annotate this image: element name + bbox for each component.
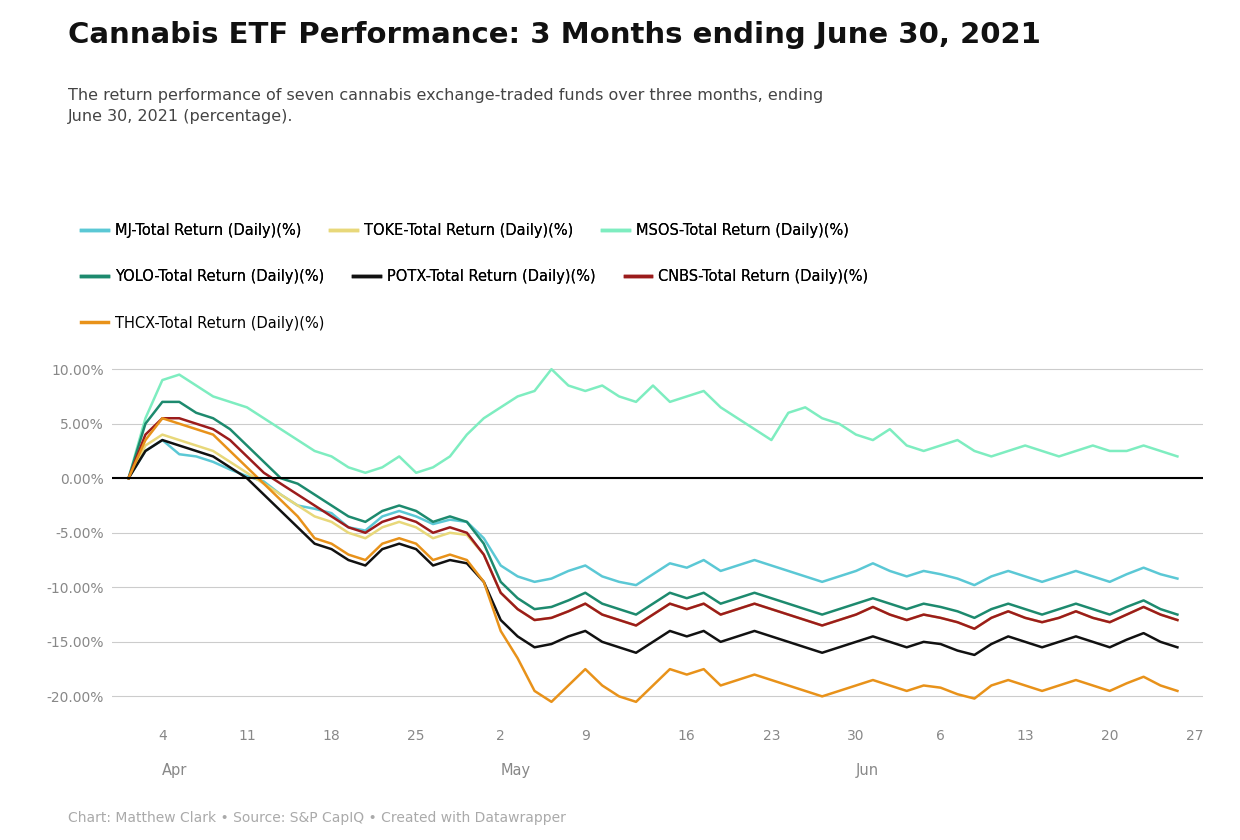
Text: Chart: Matthew Clark • Source: S&P CapIQ • Created with Datawrapper: Chart: Matthew Clark • Source: S&P CapIQ… [68,811,567,825]
Text: Apr: Apr [162,763,187,778]
Text: The return performance of seven cannabis exchange-traded funds over three months: The return performance of seven cannabis… [68,88,823,124]
Legend: MJ-Total Return (Daily)(%), TOKE-Total Return (Daily)(%), MSOS-Total Return (Dai: MJ-Total Return (Daily)(%), TOKE-Total R… [76,218,854,244]
Text: Jun: Jun [856,763,879,778]
Legend: THCX-Total Return (Daily)(%): THCX-Total Return (Daily)(%) [76,310,330,336]
Legend: YOLO-Total Return (Daily)(%), POTX-Total Return (Daily)(%), CNBS-Total Return (D: YOLO-Total Return (Daily)(%), POTX-Total… [76,264,874,290]
Text: Cannabis ETF Performance: 3 Months ending June 30, 2021: Cannabis ETF Performance: 3 Months endin… [68,21,1042,49]
Text: May: May [501,763,531,778]
